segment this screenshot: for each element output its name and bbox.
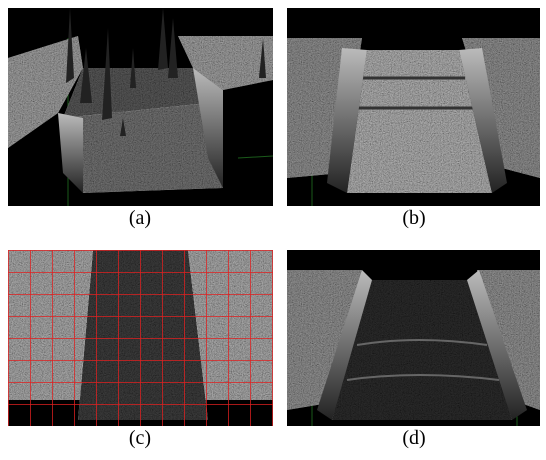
caption: (a)	[80, 207, 200, 230]
figure: (a) (b) (c) (d)	[0, 0, 546, 460]
caption: (c)	[80, 427, 200, 450]
caption: (b)	[354, 207, 474, 230]
panel-a-render	[8, 8, 273, 206]
panel-b-render	[287, 8, 540, 206]
panel-c-render	[8, 250, 273, 426]
caption: (d)	[354, 427, 474, 450]
panel-d-render	[287, 250, 540, 426]
